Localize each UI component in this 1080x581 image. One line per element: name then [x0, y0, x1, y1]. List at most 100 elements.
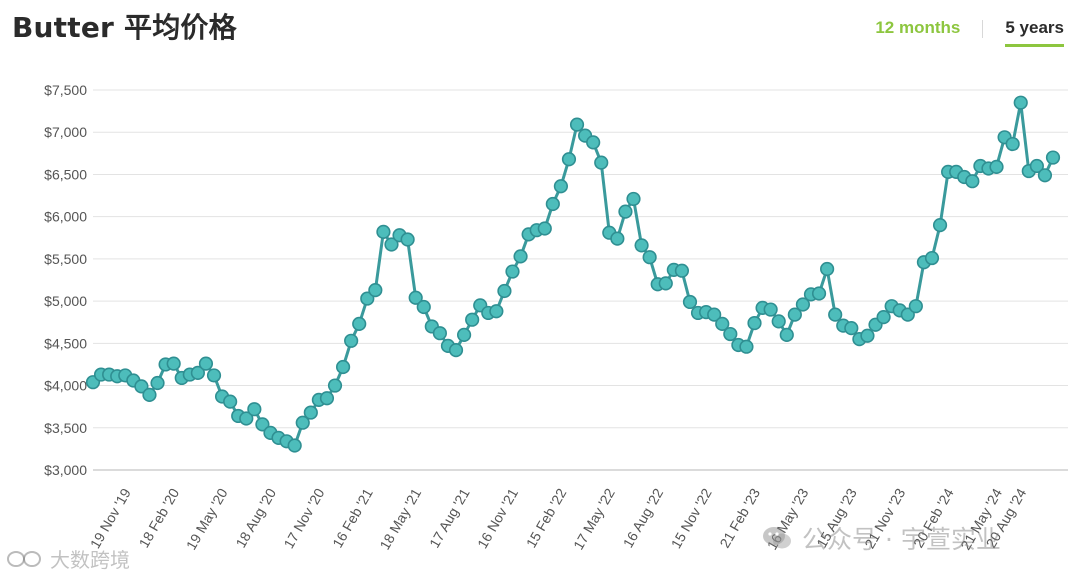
- data-point[interactable]: [166, 356, 181, 371]
- data-point[interactable]: [965, 174, 980, 189]
- data-point[interactable]: [408, 290, 423, 305]
- watermark-center-text: 公众号 · 宇萱实业: [802, 525, 1001, 554]
- data-point[interactable]: [489, 304, 504, 319]
- y-tick-label: $4,000: [44, 378, 87, 394]
- data-point[interactable]: [497, 283, 512, 299]
- data-point[interactable]: [618, 204, 633, 219]
- data-point[interactable]: [924, 250, 940, 266]
- data-point[interactable]: [586, 135, 601, 150]
- data-point[interactable]: [747, 315, 762, 331]
- data-point[interactable]: [828, 307, 843, 322]
- data-point[interactable]: [134, 379, 149, 394]
- data-point[interactable]: [594, 155, 609, 170]
- data-point[interactable]: [513, 249, 528, 264]
- y-tick-label: $7,500: [44, 82, 87, 98]
- data-point[interactable]: [642, 250, 657, 265]
- y-tick-label: $4,500: [44, 335, 87, 351]
- data-point[interactable]: [384, 237, 399, 252]
- data-point[interactable]: [255, 417, 270, 432]
- data-point[interactable]: [432, 326, 447, 341]
- data-point[interactable]: [287, 438, 302, 453]
- x-tick-label: 18 May '21: [376, 485, 424, 552]
- data-point[interactable]: [198, 356, 214, 371]
- data-point[interactable]: [247, 402, 262, 417]
- data-point[interactable]: [932, 218, 948, 233]
- data-point[interactable]: [787, 307, 802, 322]
- data-point[interactable]: [505, 264, 520, 279]
- data-point[interactable]: [400, 232, 415, 247]
- watermark-left-text: 大数跨境: [50, 548, 130, 572]
- data-point[interactable]: [860, 328, 875, 343]
- data-point[interactable]: [142, 387, 157, 402]
- data-point[interactable]: [811, 286, 827, 301]
- data-point[interactable]: [553, 179, 568, 194]
- data-point[interactable]: [376, 224, 391, 239]
- data-point[interactable]: [465, 312, 480, 327]
- data-point[interactable]: [723, 326, 738, 342]
- x-tick-label: 16 Nov '21: [474, 485, 521, 551]
- x-tick-label: 19 May '20: [183, 485, 231, 552]
- y-tick-label: $7,000: [44, 124, 87, 140]
- data-point[interactable]: [190, 365, 205, 380]
- data-point[interactable]: [682, 294, 698, 310]
- data-point[interactable]: [707, 307, 722, 322]
- y-tick-label: $5,000: [44, 293, 87, 309]
- data-point[interactable]: [715, 316, 730, 332]
- data-point[interactable]: [448, 342, 464, 358]
- data-point[interactable]: [820, 261, 835, 277]
- data-point[interactable]: [295, 415, 310, 430]
- data-point[interactable]: [674, 263, 690, 278]
- watermark-left: 大数跨境: [6, 544, 130, 573]
- data-point[interactable]: [360, 291, 375, 306]
- data-point[interactable]: [658, 276, 673, 291]
- data-point[interactable]: [1013, 95, 1028, 110]
- data-point[interactable]: [223, 394, 238, 409]
- watermark-center: 公众号 · 宇萱实业: [762, 520, 1001, 556]
- data-point[interactable]: [900, 307, 915, 322]
- data-point[interactable]: [352, 316, 367, 332]
- data-point[interactable]: [795, 297, 811, 312]
- data-point[interactable]: [344, 333, 359, 348]
- watermark-logo-icon: [6, 549, 44, 569]
- x-tick-label: 17 Nov '20: [280, 485, 327, 551]
- data-point[interactable]: [368, 283, 383, 298]
- data-point[interactable]: [876, 310, 891, 325]
- data-point[interactable]: [569, 117, 585, 132]
- data-point[interactable]: [239, 411, 254, 426]
- data-point[interactable]: [537, 221, 552, 236]
- data-point[interactable]: [303, 405, 318, 420]
- data-point[interactable]: [1045, 150, 1061, 165]
- data-point[interactable]: [335, 359, 351, 375]
- data-point[interactable]: [989, 159, 1004, 174]
- data-point[interactable]: [626, 191, 641, 207]
- y-tick-label: $3,000: [44, 462, 87, 478]
- x-tick-label: 15 Feb '22: [523, 485, 570, 550]
- data-point[interactable]: [561, 152, 577, 167]
- data-point[interactable]: [1029, 158, 1044, 174]
- data-point[interactable]: [319, 391, 335, 406]
- data-point[interactable]: [206, 368, 222, 383]
- data-point[interactable]: [327, 378, 343, 393]
- tab-divider: [982, 20, 984, 38]
- data-point[interactable]: [610, 231, 625, 246]
- data-point[interactable]: [844, 321, 859, 336]
- data-point[interactable]: [150, 375, 165, 391]
- data-point[interactable]: [456, 327, 472, 342]
- x-tick-label: 16 Feb '21: [329, 485, 376, 550]
- data-point[interactable]: [416, 299, 431, 315]
- data-point[interactable]: [739, 339, 754, 354]
- data-point[interactable]: [1005, 136, 1020, 152]
- x-tick-label: 16 Aug '22: [620, 485, 667, 550]
- x-tick-label: 17 May '22: [570, 485, 618, 552]
- data-point[interactable]: [763, 302, 778, 317]
- data-point[interactable]: [545, 196, 560, 212]
- tab-12-months[interactable]: 12 months: [875, 18, 961, 37]
- data-point[interactable]: [771, 314, 786, 329]
- grid-lines: [93, 89, 1068, 471]
- data-point[interactable]: [779, 327, 794, 342]
- data-point[interactable]: [1037, 168, 1053, 183]
- data-point[interactable]: [908, 299, 923, 314]
- tab-5-years[interactable]: 5 years: [1005, 18, 1064, 47]
- data-point[interactable]: [634, 238, 649, 253]
